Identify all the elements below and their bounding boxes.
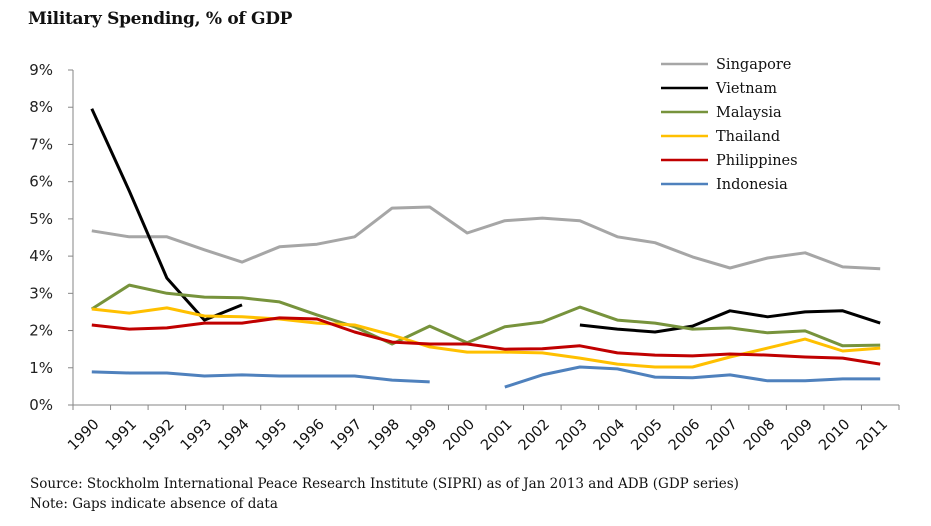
x-tick-label: 1999 (403, 417, 440, 454)
legend-label: Thailand (716, 129, 780, 145)
x-tick-label: 2001 (478, 417, 515, 454)
legend-item-singapore: Singapore (661, 57, 791, 73)
x-tick-label: 1996 (290, 417, 327, 454)
y-tick-label: 5% (29, 210, 53, 228)
x-tick-label: 2009 (779, 417, 816, 454)
gaps-note: Note: Gaps indicate absence of data (30, 496, 278, 512)
legend-label: Philippines (716, 153, 798, 169)
y-tick-label: 7% (29, 135, 53, 153)
x-tick-label: 2002 (516, 417, 553, 454)
legend: Singapore Vietnam Malaysia Thailand Philippi… (661, 57, 798, 193)
series-philippines (91, 316, 881, 366)
series-indonesia (91, 365, 881, 389)
series-line-segment (91, 306, 881, 369)
series-line-segment (90, 283, 881, 348)
x-tick-label: 1995 (253, 417, 290, 454)
x-tick-label: 1991 (103, 417, 140, 454)
x-tick-label: 1990 (65, 417, 102, 454)
x-tick-label: 2004 (591, 417, 628, 454)
series-line-segment (91, 316, 881, 366)
legend-label: Singapore (716, 57, 791, 73)
legend-item-thailand: Thailand (661, 129, 780, 145)
chart-title: Military Spending, % of GDP (28, 9, 293, 29)
y-tick-label: 0% (29, 396, 53, 414)
x-tick-label: 1997 (328, 417, 365, 454)
legend-item-indonesia: Indonesia (661, 177, 788, 193)
series-line-segment (504, 365, 881, 389)
y-tick-label: 3% (29, 284, 53, 302)
y-tick-label: 6% (29, 173, 53, 191)
legend-label: Malaysia (716, 105, 782, 121)
x-tick-label: 2011 (854, 417, 891, 454)
x-tick-label: 1993 (178, 417, 215, 454)
x-tick-label: 2000 (441, 417, 478, 454)
legend-label: Vietnam (715, 81, 777, 97)
x-tick-label: 1992 (140, 417, 177, 454)
series-lines (90, 108, 881, 389)
series-thailand (91, 306, 881, 369)
x-tick-label: 2003 (553, 417, 590, 454)
y-tick-label: 8% (29, 98, 53, 116)
source-note: Source: Stockholm International Peace Re… (30, 476, 739, 492)
x-tick-label: 2008 (741, 417, 778, 454)
legend-item-philippines: Philippines (661, 153, 798, 169)
series-malaysia (90, 283, 881, 348)
x-tick-label: 2010 (816, 417, 853, 454)
series-singapore (91, 205, 881, 271)
x-tick-label: 2006 (666, 417, 703, 454)
x-tick-label: 2007 (703, 417, 740, 454)
x-tick-label: 1994 (215, 417, 252, 454)
legend-item-vietnam: Vietnam (661, 81, 777, 97)
series-line-segment (91, 370, 430, 384)
series-line-segment (91, 205, 881, 271)
series-line-segment (579, 309, 881, 334)
x-tick-label: 2005 (628, 417, 665, 454)
x-tick-label: 1998 (366, 417, 403, 454)
y-tick-label: 1% (29, 359, 53, 377)
legend-label: Indonesia (716, 177, 788, 193)
y-tick-label: 9% (29, 61, 53, 79)
series-line-segment (90, 108, 243, 322)
legend-item-malaysia: Malaysia (661, 105, 782, 121)
y-tick-label: 2% (29, 322, 53, 340)
y-tick-label: 4% (29, 247, 53, 265)
